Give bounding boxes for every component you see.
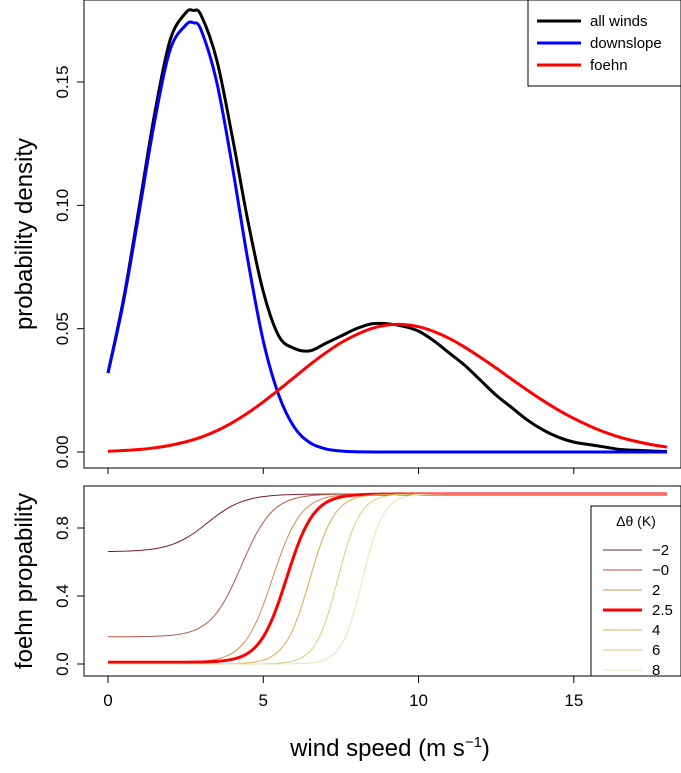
probability-panel: 0.0 0.4 0.8 0 5 10 15 foehn propability wind … [11, 485, 681, 762]
x-axis-label-text: wind speed (m s [289, 735, 465, 762]
probability-legend-label: 4 [652, 622, 660, 639]
density-y-axis-label: probability density [11, 138, 38, 330]
x-axis-label-superscript: −1 [465, 734, 482, 751]
density-y-tick-label: 0.10 [53, 189, 72, 222]
probability-legend-label: 6 [652, 642, 660, 659]
probability-y-tick-label: 0.8 [53, 516, 72, 540]
density-y-axis: 0.00 0.05 0.10 0.15 [53, 65, 85, 469]
density-panel: 0.00 0.05 0.10 0.15 probability density all… [11, 0, 681, 474]
probability-line [108, 493, 667, 663]
probability-y-axis-label: foehn propability [11, 493, 38, 669]
probability-series [107, 492, 667, 665]
density-line-downslope [106, 20, 667, 454]
x-axis-label-end: ) [482, 735, 490, 762]
probability-y-tick-label: 0.0 [53, 652, 72, 676]
probability-y-tick-label: 0.4 [53, 584, 72, 608]
probability-legend-title: Δθ (K) [616, 513, 656, 529]
probability-y-axis: 0.0 0.4 0.8 [53, 516, 85, 676]
probability-line [108, 492, 667, 664]
density-line-foehn [107, 322, 668, 453]
x-axis-label: wind speed (m s−1) [289, 734, 490, 762]
probability-line [108, 493, 667, 665]
density-line-all-winds [106, 8, 668, 454]
probability-legend-label: 8 [652, 662, 660, 679]
x-tick-label: 0 [103, 691, 112, 710]
probability-legend-label: −2 [652, 542, 669, 559]
probability-line [107, 493, 667, 553]
density-x-axis [107, 468, 575, 474]
probability-legend-label: 2.5 [652, 602, 673, 619]
density-legend: all winds downslope foehn [527, 0, 681, 87]
probability-x-axis: 0 5 10 15 [103, 675, 583, 710]
x-tick-label: 10 [409, 691, 428, 710]
probability-line [108, 493, 667, 665]
density-series [106, 8, 668, 454]
probability-legend-label: 2 [652, 582, 660, 599]
density-legend-label: foehn [590, 57, 628, 74]
density-legend-label: all winds [590, 13, 648, 30]
x-tick-label: 5 [259, 691, 268, 710]
probability-line [108, 493, 667, 665]
probability-legend-label: −0 [652, 562, 669, 579]
probability-legend-box [590, 505, 681, 677]
density-y-tick-label: 0.15 [53, 65, 72, 98]
x-tick-label: 15 [564, 691, 583, 710]
density-y-tick-label: 0.05 [53, 312, 72, 345]
probability-line [108, 493, 667, 638]
probability-legend: Δθ (K) −2 −0 2 2.5 4 6 8 [590, 505, 681, 679]
density-y-tick-label: 0.00 [53, 435, 72, 468]
density-legend-label: downslope [590, 35, 662, 52]
